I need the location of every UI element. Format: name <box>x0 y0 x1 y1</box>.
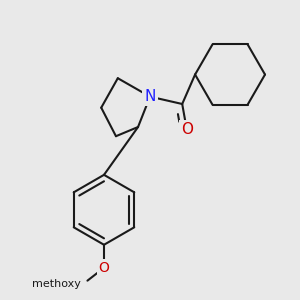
Text: methoxy: methoxy <box>32 279 81 289</box>
Text: N: N <box>144 89 156 104</box>
Text: O: O <box>99 261 110 275</box>
Text: O: O <box>181 122 193 137</box>
